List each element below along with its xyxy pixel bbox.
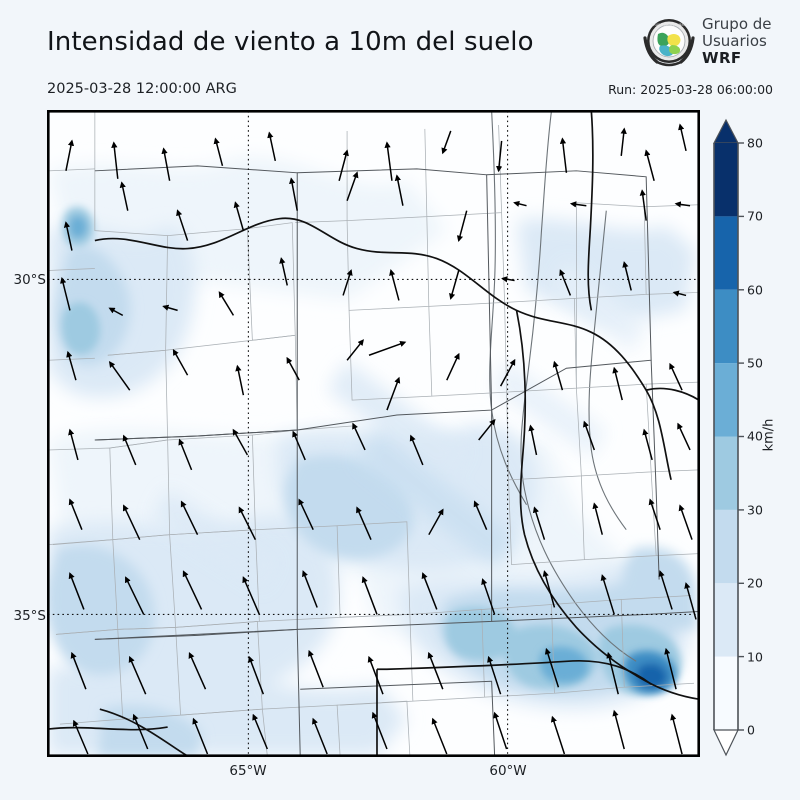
windspeed-streaks xyxy=(152,260,647,588)
page-title: Intensidad de viento a 10m del suelo xyxy=(47,27,534,57)
xtick-label-65w: 65°W xyxy=(229,763,267,779)
windspeed-patch-northwest xyxy=(62,206,94,247)
colorbar-band-10-20 xyxy=(714,583,738,657)
brand-logo: GRUPO DE USUARIOS Grupo de Usuarios WRF xyxy=(640,14,792,72)
logo-line-1: Grupo de xyxy=(702,15,772,33)
ytick-label-35s: 35°S xyxy=(13,608,47,624)
wind-vector-arrows xyxy=(60,123,697,755)
colorbar-under-arrow xyxy=(713,729,739,757)
svg-text:GRUPO DE USUARIOS: GRUPO DE USUARIOS xyxy=(651,23,688,27)
colorbar-tick-70: 70 xyxy=(747,208,763,224)
colorbar-band-40-50 xyxy=(714,363,738,437)
colorbar-tick-20: 20 xyxy=(747,575,763,591)
colorbar-tick-40: 40 xyxy=(747,428,763,444)
wrf-globe-logo-icon: GRUPO DE USUARIOS xyxy=(643,19,695,67)
logo-line-2: Usuarios xyxy=(702,32,767,50)
river-network xyxy=(489,111,637,662)
colorbar-tick-10: 10 xyxy=(747,649,763,665)
colorbar-band-60-70 xyxy=(714,216,738,290)
colorbar-over-arrow xyxy=(713,118,739,144)
colorbar-tick-50: 50 xyxy=(747,355,763,371)
xtick-label-60w: 60°W xyxy=(489,763,527,779)
colorbar-band-30-40 xyxy=(714,436,738,510)
colorbar-tick-30: 30 xyxy=(747,502,763,518)
colorbar-tick-60: 60 xyxy=(747,282,763,298)
colorbar-band-70-80 xyxy=(714,143,738,217)
colorbar-svg xyxy=(713,118,744,757)
windspeed-core-max xyxy=(539,646,677,694)
map-plot-area[interactable] xyxy=(47,110,700,757)
colorbar-units-label: km/h xyxy=(761,418,777,452)
colorbar-tick-80: 80 xyxy=(747,135,763,151)
model-run-label: Run: 2025-03-28 06:00:00 xyxy=(608,82,773,97)
colorbar-band-20-30 xyxy=(714,509,738,584)
logo-line-3: WRF xyxy=(702,49,742,67)
valid-time-label: 2025-03-28 12:00:00 ARG xyxy=(47,81,237,97)
graticule-lines xyxy=(48,111,699,756)
map-canvas xyxy=(48,111,699,756)
colorbar-band-50-60 xyxy=(714,289,738,364)
province-boundaries xyxy=(94,165,699,756)
ytick-label-30s: 30°S xyxy=(13,272,47,288)
colorbar-band-0-10 xyxy=(714,656,738,730)
colorbar-tick-0: 0 xyxy=(747,722,755,738)
colorbar: 80 70 60 50 40 30 20 10 0 km/h xyxy=(711,110,796,760)
department-boundaries xyxy=(48,111,699,756)
logo-text: Grupo de Usuarios WRF xyxy=(702,16,772,67)
country-borders xyxy=(48,111,699,756)
